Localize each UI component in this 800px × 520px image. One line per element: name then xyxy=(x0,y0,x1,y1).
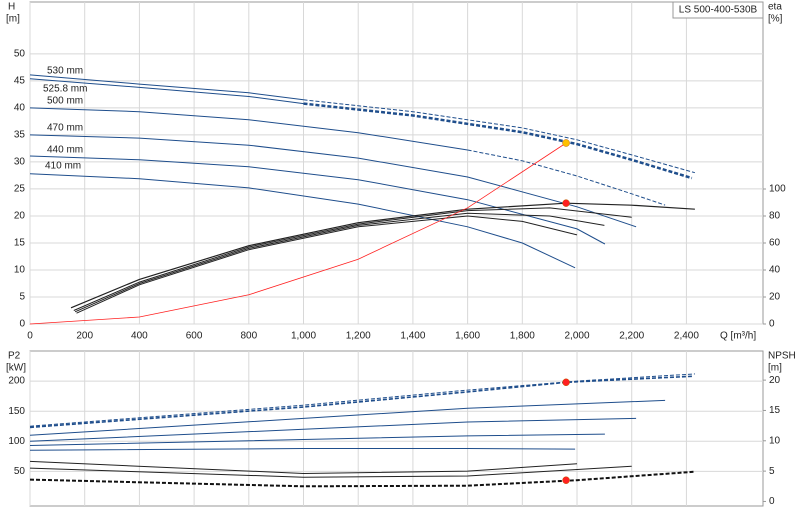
y2-tick-label: 10 xyxy=(769,435,781,446)
y2-tick-label: 20 xyxy=(769,292,781,303)
x-tick-label: 1,800 xyxy=(510,331,535,342)
x-tick-label: 2,000 xyxy=(564,331,589,342)
y2-axis-label: eta xyxy=(768,2,782,13)
x-axis-label: Q [m³/h] xyxy=(720,331,756,342)
y2-tick-label: 0 xyxy=(769,319,775,330)
title-box xyxy=(672,1,764,19)
curve xyxy=(29,470,695,488)
curve xyxy=(29,417,637,442)
y-tick-label: 35 xyxy=(14,130,26,141)
curve xyxy=(29,375,692,429)
y2-tick-label: 0 xyxy=(769,496,775,507)
y-tick-label: 40 xyxy=(14,103,26,114)
x-tick-label: 800 xyxy=(240,331,257,342)
y-tick-label: 25 xyxy=(14,184,26,195)
y-tick-label: 50 xyxy=(14,466,26,477)
curve xyxy=(29,465,632,478)
y2-axis-unit: [%] xyxy=(768,14,783,25)
curve xyxy=(303,99,696,174)
y2-tick-label: 80 xyxy=(769,211,781,222)
y2-tick-label: 60 xyxy=(769,238,781,249)
curve-label: 525.8 mm xyxy=(43,83,87,94)
y-axis-unit: [m] xyxy=(6,14,20,25)
y2-tick-label: 20 xyxy=(769,375,781,386)
curve-label: 500 mm xyxy=(47,96,83,107)
curve xyxy=(303,102,693,180)
y-tick-label: 45 xyxy=(14,76,26,87)
y2-tick-label: 5 xyxy=(769,466,775,477)
x-tick-label: 2,200 xyxy=(619,331,644,342)
curve xyxy=(73,207,632,311)
y-tick-label: 200 xyxy=(8,376,25,387)
curve xyxy=(76,215,578,314)
curve xyxy=(70,202,695,309)
x-tick-label: 600 xyxy=(186,331,203,342)
y-axis-label: H xyxy=(8,2,15,13)
curve xyxy=(29,107,468,151)
y2-tick-label: 40 xyxy=(769,265,781,276)
y2-axis-unit: [m] xyxy=(768,363,782,374)
curve xyxy=(29,134,637,228)
curve-label: 530 mm xyxy=(47,66,83,77)
duty-point xyxy=(562,378,570,387)
chart-title: LS 500-400-530B xyxy=(679,5,758,16)
curve xyxy=(29,155,606,245)
y-tick-label: 50 xyxy=(14,49,26,60)
y-tick-label: 0 xyxy=(19,319,25,330)
curve xyxy=(29,373,695,427)
y2-axis-label: NPSH xyxy=(768,351,796,362)
y-tick-label: 30 xyxy=(14,157,26,168)
plot-frame xyxy=(29,1,764,325)
x-tick-label: 1,400 xyxy=(400,331,425,342)
curve-label: 440 mm xyxy=(47,145,83,156)
x-tick-label: 2,400 xyxy=(674,331,699,342)
x-tick-label: 1,000 xyxy=(291,331,316,342)
y-tick-label: 15 xyxy=(14,238,26,249)
x-tick-label: 400 xyxy=(131,331,148,342)
y-axis-unit: [kW] xyxy=(6,363,26,374)
y-tick-label: 10 xyxy=(14,265,26,276)
x-tick-label: 200 xyxy=(76,331,93,342)
curve xyxy=(29,399,666,436)
curve xyxy=(29,74,304,101)
duty-point xyxy=(562,476,570,484)
x-tick-label: 0 xyxy=(27,331,33,342)
curve xyxy=(467,149,666,206)
y2-tick-label: 15 xyxy=(769,405,781,416)
y-tick-label: 20 xyxy=(14,211,26,222)
y2-tick-label: 100 xyxy=(769,184,786,195)
y-tick-label: 100 xyxy=(8,436,25,447)
curve-label: 470 mm xyxy=(47,123,83,134)
curve xyxy=(29,142,567,325)
curve xyxy=(29,448,576,451)
curve-label: 410 mm xyxy=(45,160,81,171)
curve xyxy=(29,173,576,269)
y-tick-label: 5 xyxy=(19,292,25,303)
curve xyxy=(29,460,578,475)
y-axis-label: P2 xyxy=(8,351,21,362)
y-tick-label: 150 xyxy=(8,406,25,417)
curve xyxy=(74,212,605,313)
curve xyxy=(29,78,304,105)
duty-point xyxy=(562,139,570,147)
x-tick-label: 1,200 xyxy=(346,331,371,342)
curve xyxy=(29,433,605,446)
duty-point xyxy=(562,199,570,207)
x-tick-label: 1,600 xyxy=(455,331,480,342)
